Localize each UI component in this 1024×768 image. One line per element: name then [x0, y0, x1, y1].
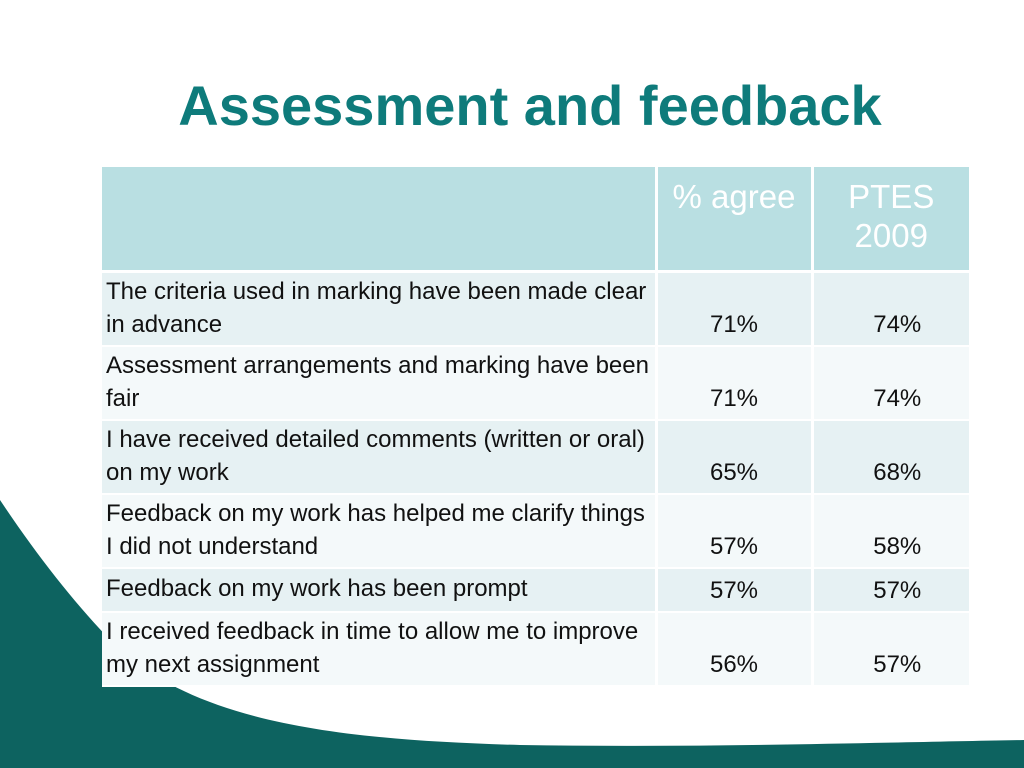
statement-cell: Assessment arrangements and marking have…	[102, 345, 658, 421]
agree-cell: 71%	[656, 345, 814, 421]
table-header-row: % agree PTES 2009	[102, 167, 969, 273]
ptes-cell: 68%	[812, 419, 969, 495]
ptes-cell: 58%	[812, 493, 969, 569]
table-row: Feedback on my work has helped me clarif…	[102, 493, 969, 569]
agree-cell: 71%	[656, 271, 814, 347]
table-row: I have received detailed comments (writt…	[102, 419, 969, 495]
agree-cell: 57%	[656, 567, 814, 613]
ptes-cell: 74%	[812, 345, 969, 421]
agree-cell: 56%	[656, 611, 814, 687]
table-row: I received feedback in time to allow me …	[102, 611, 969, 687]
agree-cell: 57%	[656, 493, 814, 569]
ptes-cell: 57%	[812, 567, 969, 613]
statement-cell: Feedback on my work has been prompt	[102, 567, 658, 613]
ptes-cell: 74%	[812, 271, 969, 347]
ptes-cell: 57%	[812, 611, 969, 687]
table-row: The criteria used in marking have been m…	[102, 271, 969, 347]
header-ptes: PTES 2009	[812, 167, 969, 273]
table-row: Feedback on my work has been prompt 57% …	[102, 567, 969, 613]
statement-cell: Feedback on my work has helped me clarif…	[102, 493, 658, 569]
statement-cell: The criteria used in marking have been m…	[102, 271, 658, 347]
statement-cell: I have received detailed comments (writt…	[102, 419, 658, 495]
table-row: Assessment arrangements and marking have…	[102, 345, 969, 421]
assessment-table: % agree PTES 2009 The criteria used in m…	[102, 167, 969, 687]
header-agree: % agree	[656, 167, 814, 273]
slide-title: Assessment and feedback	[178, 74, 882, 137]
agree-cell: 65%	[656, 419, 814, 495]
statement-cell: I received feedback in time to allow me …	[102, 611, 658, 687]
header-statement	[102, 167, 658, 273]
